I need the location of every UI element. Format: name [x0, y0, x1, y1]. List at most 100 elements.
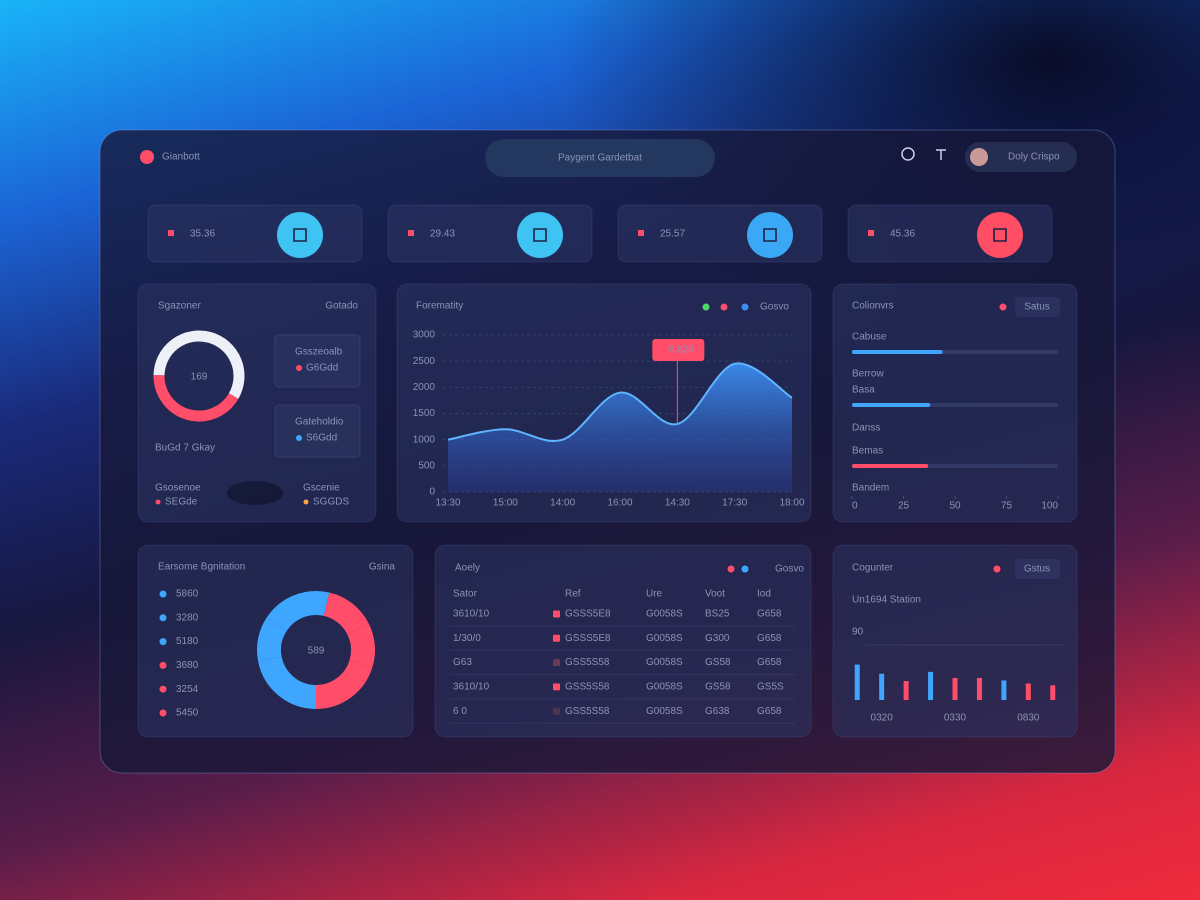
annotation-box [652, 339, 705, 361]
table-cell: GSSS5E8 [565, 609, 611, 620]
kpi-icon[interactable] [747, 212, 793, 258]
table-header: Voot [705, 589, 725, 600]
legend-dot [741, 565, 749, 573]
y-tick-label: 500 [418, 460, 435, 471]
donut-segment [346, 622, 375, 667]
brand: Gianbott [162, 152, 200, 163]
kpi-icon-glyph [763, 228, 777, 242]
kpi-icon[interactable] [977, 212, 1023, 258]
donut-segment [153, 375, 239, 422]
table-cell: G0058S [646, 633, 683, 644]
side-value: S6Gdd [306, 433, 337, 444]
brand-logo [140, 150, 154, 164]
x-tick-label: 14:30 [665, 498, 690, 509]
legend-dot [159, 661, 167, 669]
button-label: Satus [1024, 302, 1050, 313]
legend-dot [159, 685, 167, 693]
y-tick-label: 90 [852, 627, 864, 638]
row-marker [553, 634, 560, 642]
donut-segment [266, 591, 330, 632]
table-header: Iod [757, 589, 771, 600]
area-line [447, 362, 793, 442]
x-tick-label: 0330 [944, 713, 967, 724]
kpi-marker [408, 230, 414, 236]
footer-label: Gscenie [303, 483, 340, 494]
x-tick-label: 17:30 [722, 498, 747, 509]
kpi-value: 25.57 [660, 229, 685, 240]
legend-value: 5450 [176, 708, 199, 719]
panel [832, 283, 1078, 523]
note: Danss [852, 423, 880, 434]
legend-value: 3680 [176, 660, 199, 671]
table-cell: G658 [757, 633, 782, 644]
legend-dot [159, 590, 167, 598]
footer-value: SEGde [165, 497, 198, 508]
table-header: Ure [646, 589, 663, 600]
table-cell: GSS5S58 [565, 682, 610, 693]
x-tick-label: 0320 [871, 713, 894, 724]
kpi-marker [168, 230, 174, 236]
progress-bar [852, 350, 943, 354]
y-tick-label: 2500 [413, 356, 436, 367]
bar [976, 678, 982, 700]
avatar[interactable] [970, 148, 988, 166]
legend-dot [159, 709, 167, 717]
text-icon[interactable] [936, 149, 946, 160]
status-dot [993, 565, 1001, 573]
kpi-marker [868, 230, 874, 236]
legend-dot [720, 303, 728, 311]
table-cell: G0058S [646, 706, 683, 717]
item-label: Cabuse [852, 332, 887, 343]
legend-value: 3254 [176, 684, 199, 695]
status-dot [999, 303, 1007, 311]
side-box [274, 404, 361, 458]
kpi-icon[interactable] [517, 212, 563, 258]
kpi-value: 45.36 [890, 229, 915, 240]
panel-title: Colionvrs [852, 301, 894, 312]
legend-label: Gosvo [760, 302, 789, 313]
progress-bar [852, 464, 929, 468]
area-fill [448, 363, 792, 492]
bar [1025, 683, 1031, 700]
kpi-icon-glyph [993, 228, 1007, 242]
donut-center: 169 [191, 372, 208, 383]
y-tick-label: 2000 [413, 382, 436, 393]
bar [952, 678, 958, 700]
y-tick-label: 1000 [413, 434, 436, 445]
note: Berrow [852, 369, 884, 380]
button-label: Gstus [1024, 564, 1050, 575]
button[interactable] [1015, 559, 1060, 579]
side-box [274, 334, 361, 388]
kpi-icon[interactable] [277, 212, 323, 258]
donut-segment [323, 592, 369, 635]
legend-dot [702, 303, 710, 311]
donut-segment [315, 659, 373, 709]
bar [928, 671, 934, 700]
row-marker [553, 610, 560, 618]
search-icon[interactable] [901, 147, 915, 161]
footer-chip [227, 481, 283, 505]
table-cell: GS58 [705, 657, 731, 668]
caption: BuGd 7 Gkay [155, 443, 215, 454]
side-label: Gateholdio [295, 417, 344, 428]
side-value: G6Gdd [306, 363, 338, 374]
table-cell: G300 [705, 633, 730, 644]
search-pill[interactable] [485, 139, 715, 177]
panel-title: Sgazoner [158, 301, 201, 312]
donut-segment [258, 656, 317, 709]
y-tick-label: 1500 [413, 408, 436, 419]
panel-link: Gsina [369, 562, 396, 573]
kpi-icon-glyph [533, 228, 547, 242]
x-tick-label: 50 [949, 501, 961, 512]
x-tick-label: 0 [852, 501, 858, 512]
y-tick-label: 0 [429, 487, 435, 498]
row-marker [553, 683, 560, 691]
table-header: Sator [453, 589, 478, 600]
button[interactable] [1015, 297, 1060, 317]
footer-dot [303, 499, 309, 505]
bar [1001, 680, 1007, 700]
user-pill[interactable] [965, 142, 1077, 172]
bar [854, 664, 860, 700]
donut-center: 589 [308, 646, 325, 657]
